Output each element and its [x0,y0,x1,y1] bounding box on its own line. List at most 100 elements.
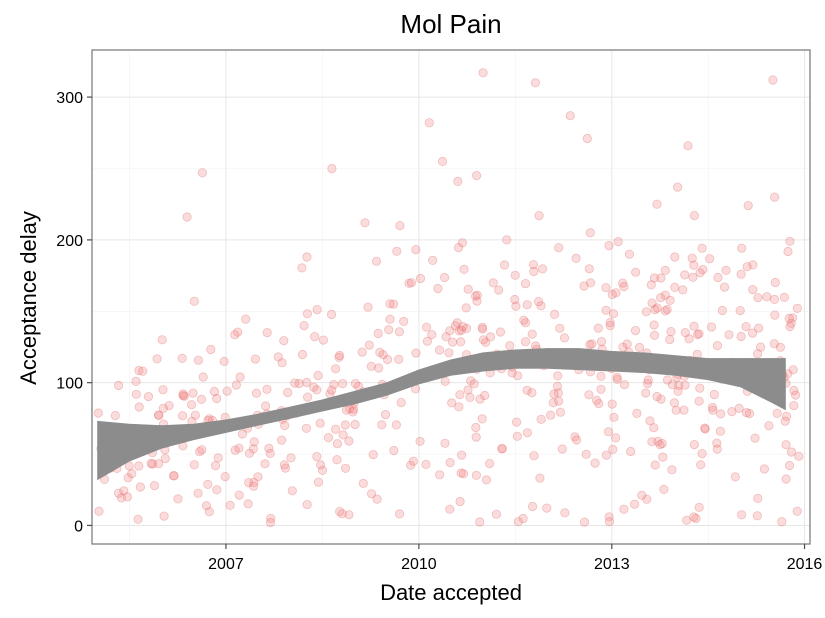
data-point [712,444,722,454]
data-point [394,509,405,519]
data-point [213,453,223,463]
data-point [237,429,247,439]
data-point [472,296,482,306]
data-point [784,460,795,471]
data-point [783,246,793,257]
data-point [146,458,156,469]
data-point [697,243,707,253]
data-point [313,370,323,381]
data-point [497,444,507,454]
data-point [656,394,666,404]
data-point [210,460,221,471]
data-point [647,437,657,447]
data-point [752,349,763,359]
data-point [340,463,351,473]
data-point [695,268,705,278]
data-point [781,440,791,450]
data-point [752,511,762,521]
data-point [781,411,792,421]
data-point [421,322,432,332]
data-point [477,414,487,424]
data-point [665,295,675,305]
data-point [536,301,546,311]
data-point [743,201,753,211]
data-point [555,407,566,417]
data-point [716,409,726,419]
data-point [233,327,243,337]
data-point [565,111,575,121]
data-point [329,379,339,390]
y-axis: 0 100 200 300 [56,90,92,535]
data-point [149,480,160,491]
data-point [312,451,322,462]
x-axis-label: Date accepted [380,580,522,605]
data-point [371,256,382,266]
data-point [124,461,134,471]
data-point [689,260,699,270]
data-point [542,503,552,513]
data-point [277,358,287,368]
data-point [618,342,628,352]
data-point [440,376,450,386]
data-point [695,383,705,393]
data-point [366,489,377,499]
data-point [770,277,780,288]
data-point [182,212,192,222]
data-point [769,192,780,202]
data-point [196,394,207,404]
data-point [231,380,241,390]
data-point [634,342,645,353]
data-point [204,507,214,517]
data-point [601,283,611,293]
data-point [363,302,373,312]
data-point [579,517,590,527]
data-point [327,163,337,174]
data-point [689,321,699,331]
data-point [536,414,546,424]
data-point [671,405,681,415]
data-point [197,168,207,178]
data-point [188,388,198,398]
data-point [772,408,782,418]
data-point [338,430,348,440]
data-point [753,323,764,333]
data-point [656,273,666,283]
data-point [624,249,635,259]
data-point [294,378,304,389]
data-point [330,424,341,434]
data-point [158,385,168,395]
data-point [510,270,520,280]
data-point [280,420,290,431]
data-point [691,513,701,524]
data-point [653,436,663,446]
data-point [557,444,567,454]
data-point [698,264,708,275]
data-point [534,211,544,221]
data-point [463,284,473,294]
data-point [684,334,694,344]
data-point [160,453,170,464]
data-point [421,459,431,469]
data-point [385,314,395,324]
data-point [596,371,606,381]
data-point [511,417,522,427]
data-point [488,278,498,288]
data-point [631,267,641,277]
data-point [302,309,312,319]
data-point [475,394,485,404]
data-point [453,243,464,253]
data-point [445,326,455,336]
data-point [323,432,334,443]
data-point [748,260,758,270]
data-point [230,330,240,340]
data-point [283,387,293,398]
data-point [484,458,495,469]
data-point [394,327,404,337]
data-point [784,313,794,323]
data-point [618,278,628,288]
data-point [596,384,606,394]
data-point [334,350,345,361]
data-point [712,340,723,351]
data-point [406,278,417,288]
